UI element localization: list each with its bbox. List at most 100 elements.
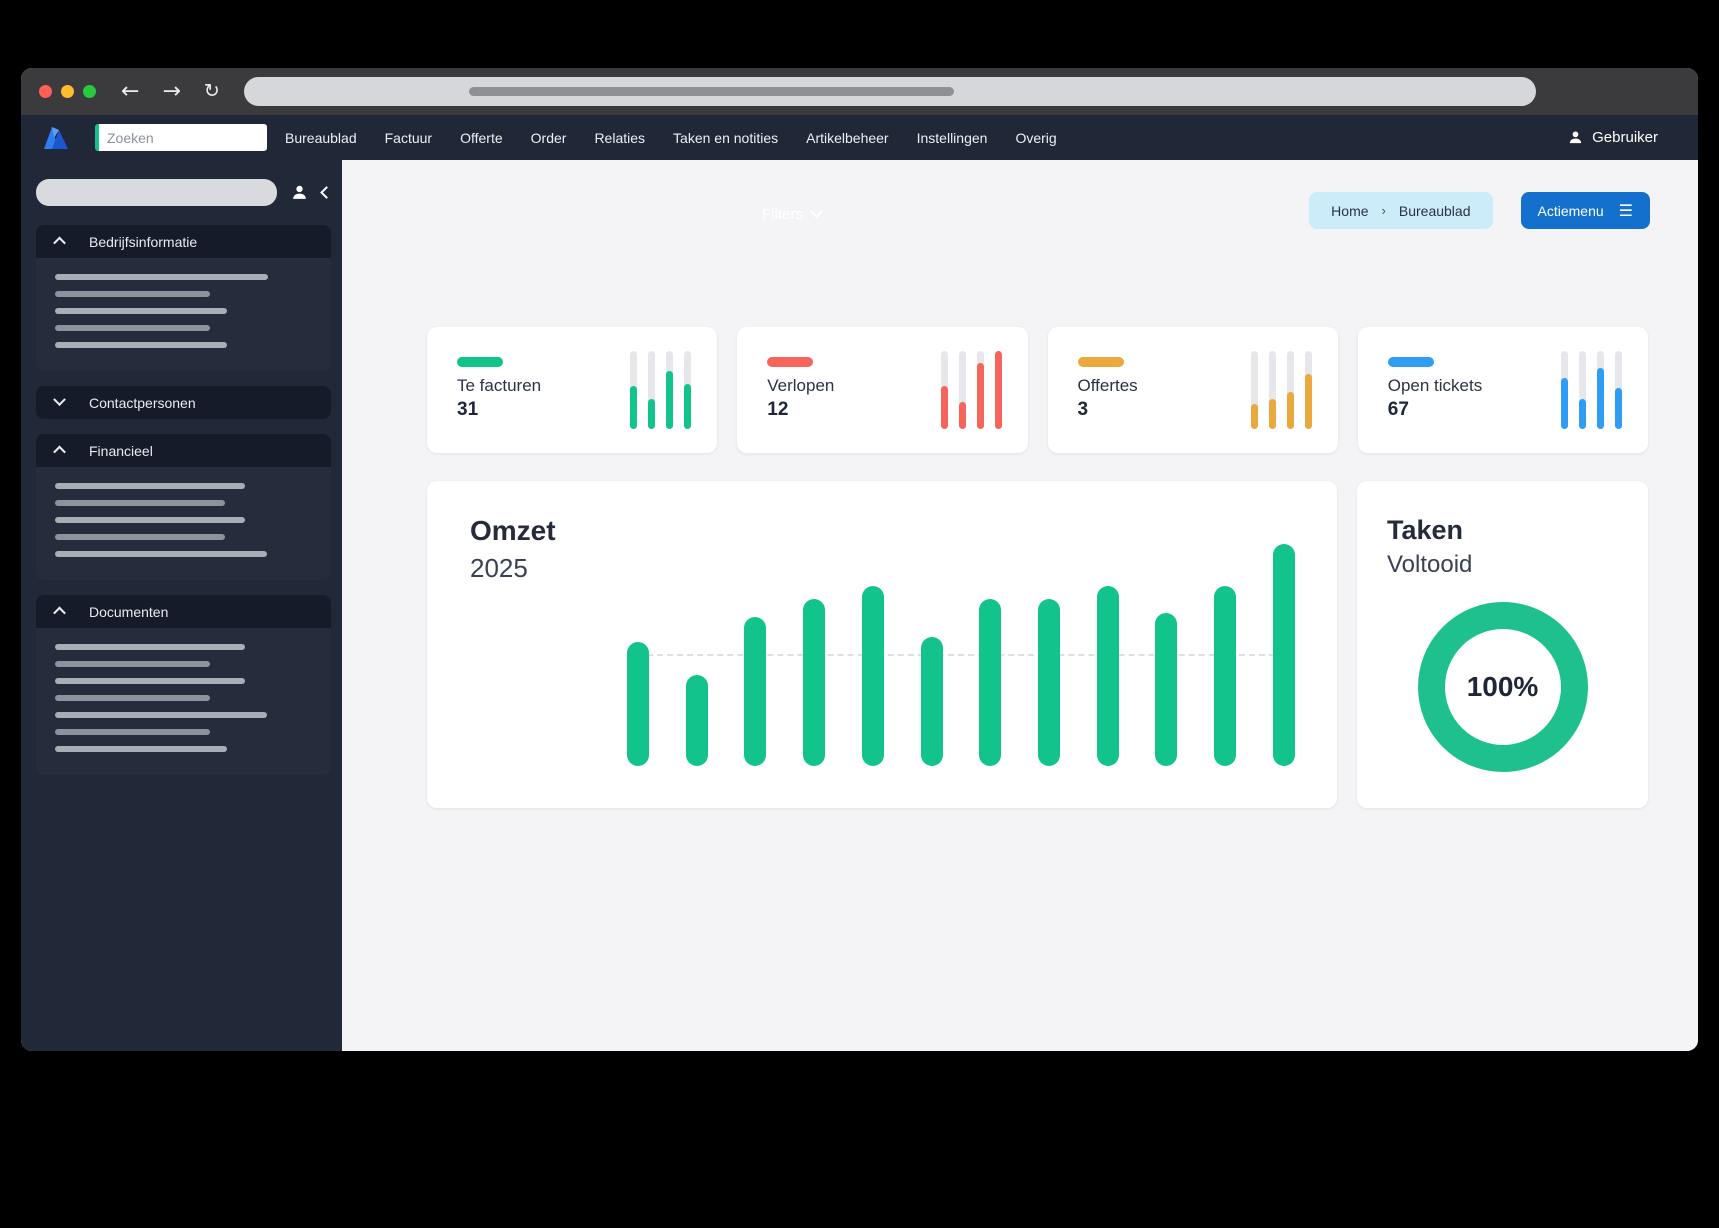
skeleton-line [55,712,267,718]
stat-accent-pill [1077,357,1124,367]
breadcrumb-home[interactable]: Home [1331,202,1369,219]
stat-value: 12 [767,399,789,420]
stat-card-open-tickets[interactable]: Open tickets 67 [1357,327,1648,453]
tasks-donut-card: Taken Voltooid 100% [1357,481,1648,808]
skeleton-line [55,483,245,489]
action-menu-button[interactable]: Actiemenu ☰ [1520,192,1650,229]
nav-item-instellingen[interactable]: Instellingen [916,129,988,146]
hamburger-icon: ☰ [1618,200,1633,220]
close-button[interactable] [39,85,52,98]
stat-label: Offertes [1077,376,1138,395]
mini-bar-fill [1250,404,1258,429]
stat-value: 3 [1077,399,1089,420]
stat-accent-pill [457,357,503,367]
mini-bar-track [976,351,984,429]
app-logo-icon[interactable] [40,123,74,153]
stat-card-offertes[interactable]: Offertes 3 [1047,327,1338,453]
breadcrumb: Home › Bureaublad [1309,192,1493,229]
mini-bar-fill [1304,374,1312,429]
nav-item-offerte[interactable]: Offerte [460,129,503,146]
nav-item-order[interactable]: Order [530,129,567,146]
sidebar-section-contactpersonen: Contactpersonen [36,386,331,419]
nav-item-factuur[interactable]: Factuur [384,129,433,146]
forward-icon[interactable]: → [162,78,181,104]
user-menu[interactable]: Gebruiker [1567,129,1658,146]
stat-accent-pill [767,357,814,367]
revenue-chart-card: Omzet 2025 [427,481,1337,808]
mini-bar-track [1304,351,1312,429]
section-body [36,258,331,371]
filters-label: Filters [762,206,803,223]
nav-item-overig[interactable]: Overig [1015,129,1057,146]
breadcrumb-separator-icon: › [1381,203,1386,218]
user-label: Gebruiker [1592,129,1658,146]
global-search-input[interactable] [95,124,267,151]
omzet-bar [1155,613,1178,766]
mini-bar-fill [958,401,966,429]
skeleton-line [55,644,245,650]
mini-bar-fill [684,383,692,429]
donut-wrap: 100% [1357,602,1648,772]
section-header-contactpersonen[interactable]: Contactpersonen [36,386,331,419]
chevron-down-icon [53,393,66,407]
chart-subtitle: 2025 [470,553,528,583]
stat-card-te-facturen[interactable]: Te facturen 31 [427,327,718,453]
section-label: Documenten [89,603,169,620]
user-icon [1567,129,1584,146]
browser-window: ← → ↻ Bureaublad Factuur Offerte Order Relat… [21,68,1698,1051]
mini-bar-fill [1286,391,1294,429]
sidebar-toolbar [36,179,333,206]
sidebar-sections: Bedrijfsinformatie Contactpersonen Financi… [36,225,331,775]
stat-card-text: Offertes 3 [1077,327,1138,453]
skeleton-line [55,517,245,523]
mini-bar-chart [630,327,692,453]
filters-dropdown[interactable]: Filters [762,205,823,223]
mini-bar-track [1561,351,1568,429]
nav-item-relaties[interactable]: Relaties [594,129,646,146]
chevron-up-icon [53,606,66,620]
stat-label: Open tickets [1387,376,1483,395]
sidebar-search-input[interactable] [36,179,277,206]
chevron-down-icon [809,205,823,219]
minimize-button[interactable] [61,85,74,98]
nav-item-bureaublad[interactable]: Bureaublad [285,129,357,146]
donut-title: Taken [1387,515,1464,545]
section-header-documenten[interactable]: Documenten [36,595,331,628]
sidebar-section-financieel: Financieel [36,434,331,580]
stat-card-text: Open tickets 67 [1387,327,1483,453]
sidebar-collapse-icon[interactable] [320,186,333,199]
omzet-bar [803,599,826,766]
browser-chrome: ← → ↻ [21,68,1698,115]
skeleton-line [55,746,227,752]
page-actions: Home › Bureaublad Actiemenu ☰ [1309,192,1650,229]
reload-icon[interactable]: ↻ [203,80,220,102]
charts-row: Omzet 2025 Taken Voltooid 100% [427,481,1648,808]
mini-bar-track [684,351,692,429]
mini-bar-track [958,351,966,429]
mini-bar-track [1250,351,1258,429]
skeleton-line [55,551,267,557]
section-header-financieel[interactable]: Financieel [36,434,331,467]
stat-card-verlopen[interactable]: Verlopen 12 [737,327,1028,453]
donut-subtitle: Voltooid [1387,551,1473,578]
mini-bar-chart [1561,327,1622,453]
breadcrumb-current[interactable]: Bureaublad [1398,202,1471,219]
section-header-bedrijfsinformatie[interactable]: Bedrijfsinformatie [36,225,331,258]
mini-bar-chart [940,327,1002,453]
stat-label: Te facturen [457,376,542,395]
omzet-bar [979,599,1002,766]
stat-accent-pill [1387,357,1434,367]
back-icon[interactable]: ← [121,78,140,104]
url-bar[interactable] [243,77,1536,106]
section-body [36,467,331,580]
maximize-button[interactable] [83,85,96,98]
donut-ring: 100% [1417,602,1588,772]
mini-bar-track [994,351,1002,429]
mini-bar-track [648,351,656,429]
stat-value: 31 [457,399,479,420]
nav-item-taken-en-notities[interactable]: Taken en notities [673,129,779,146]
nav-item-artikelbeheer[interactable]: Artikelbeheer [806,129,889,146]
topnav-menu: Bureaublad Factuur Offerte Order Relaties Tak… [285,130,1057,146]
stat-value: 67 [1387,399,1409,420]
contact-person-icon[interactable] [290,183,309,202]
